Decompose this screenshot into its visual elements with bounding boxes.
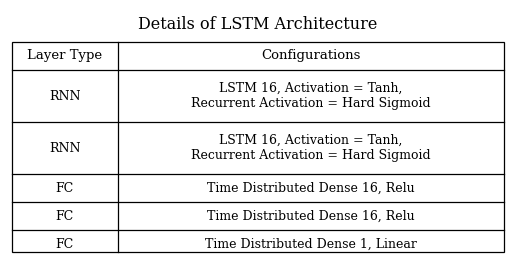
Text: Details of LSTM Architecture: Details of LSTM Architecture [138,16,378,33]
Text: FC: FC [56,182,74,195]
Bar [12,42,504,252]
Text: Time Distributed Dense 16, Relu: Time Distributed Dense 16, Relu [207,209,415,222]
Text: LSTM 16, Activation = Tanh,
Recurrent Activation = Hard Sigmoid: LSTM 16, Activation = Tanh, Recurrent Ac… [191,82,431,110]
Text: Time Distributed Dense 1, Linear: Time Distributed Dense 1, Linear [205,238,417,251]
Text: FC: FC [56,209,74,222]
Text: FC: FC [56,238,74,251]
Text: Configurations: Configurations [261,49,361,62]
Text: Time Distributed Dense 16, Relu: Time Distributed Dense 16, Relu [207,182,415,195]
Text: Layer Type: Layer Type [27,49,103,62]
Text: RNN: RNN [49,142,80,155]
Text: LSTM 16, Activation = Tanh,
Recurrent Activation = Hard Sigmoid: LSTM 16, Activation = Tanh, Recurrent Ac… [191,134,431,162]
Text: RNN: RNN [49,90,80,102]
